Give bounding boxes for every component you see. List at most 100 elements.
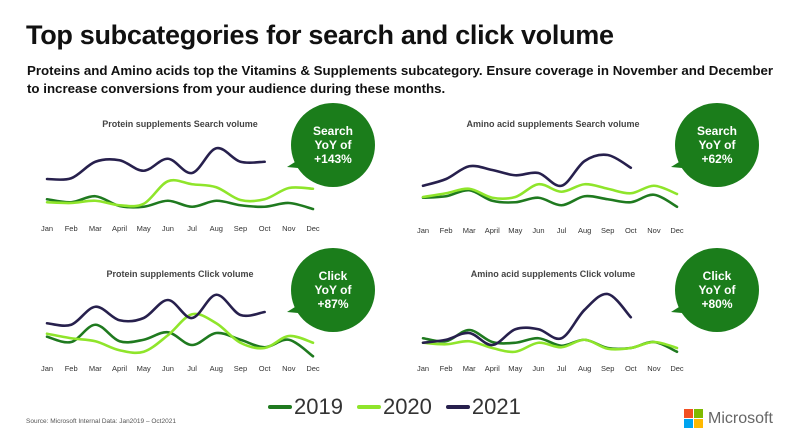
- x-tick-label: Oct: [259, 224, 272, 233]
- chart-title: Amino acid supplements Click volume: [471, 269, 636, 279]
- x-tick-label: Jan: [417, 364, 429, 373]
- x-tick-label: Sep: [234, 364, 247, 373]
- legend-label: 2020: [382, 394, 432, 419]
- x-tick-label: Sep: [601, 226, 614, 235]
- callout-text: YoY of: [699, 138, 737, 152]
- x-tick-label: Jun: [532, 226, 544, 235]
- callout-circle: [291, 103, 375, 187]
- series-line-2020: [45, 178, 315, 208]
- x-tick-label: Jul: [187, 364, 197, 373]
- x-tick-label: Jul: [557, 226, 567, 235]
- x-tick-label: Feb: [65, 364, 78, 373]
- microsoft-logo: Microsoft: [684, 409, 773, 428]
- legend-swatch-2021: [445, 405, 470, 409]
- legend-item-2021: 2021: [445, 394, 521, 420]
- x-tick-label: Sep: [601, 364, 614, 373]
- x-tick-label: Nov: [647, 364, 661, 373]
- x-tick-label: Mar: [463, 226, 476, 235]
- x-tick-label: Jun: [532, 364, 544, 373]
- x-tick-label: Jan: [41, 224, 53, 233]
- x-tick-label: Dec: [670, 226, 684, 235]
- x-tick-label: April: [112, 224, 127, 233]
- x-tick-label: April: [485, 364, 500, 373]
- x-tick-label: Dec: [670, 364, 684, 373]
- series-line-2019: [45, 194, 315, 211]
- legend-item-2020: 2020: [356, 394, 432, 420]
- callout-text: Click: [703, 269, 732, 283]
- legend-label: 2019: [294, 394, 343, 419]
- callout-text: YoY of: [315, 283, 353, 297]
- brand-name: Microsoft: [708, 409, 773, 427]
- x-tick-label: May: [137, 364, 151, 373]
- chart-title: Protein supplements Click volume: [106, 269, 253, 279]
- x-tick-label: Dec: [306, 364, 320, 373]
- x-tick-label: May: [137, 224, 151, 233]
- callout-text: YoY of: [315, 138, 353, 152]
- x-tick-label: May: [508, 226, 522, 235]
- callout-text: Search: [313, 124, 353, 138]
- callout-text: +87%: [317, 297, 348, 311]
- series-line-2020: [45, 312, 315, 355]
- legend-swatch-2019: [268, 405, 292, 409]
- x-tick-label: May: [508, 364, 522, 373]
- x-tick-label: Jul: [557, 364, 567, 373]
- x-tick-label: Jul: [187, 224, 197, 233]
- legend-item-2019: 2019: [268, 394, 343, 420]
- x-tick-label: Nov: [282, 364, 296, 373]
- series-line-2021: [45, 293, 266, 328]
- callout-text: YoY of: [699, 283, 737, 297]
- x-tick-label: Jan: [417, 226, 429, 235]
- microsoft-logo-icon: [684, 409, 703, 428]
- x-tick-label: April: [485, 226, 500, 235]
- x-tick-label: Mar: [89, 224, 102, 233]
- x-tick-label: Feb: [440, 364, 453, 373]
- x-tick-label: Jun: [162, 364, 174, 373]
- legend: 2019 2020 2021: [268, 394, 521, 420]
- x-tick-label: Mar: [463, 364, 476, 373]
- chart-3: Protein supplements Click volume Jan Feb Ma…: [41, 248, 375, 373]
- x-tick-label: Nov: [282, 224, 296, 233]
- x-tick-label: Sep: [234, 224, 247, 233]
- x-tick-label: Aug: [578, 364, 591, 373]
- callout-text: Search: [697, 124, 737, 138]
- x-tick-label: Dec: [306, 224, 320, 233]
- series-line-2020: [421, 338, 679, 354]
- chart-2: Amino acid supplements Search volume Jan F…: [417, 103, 759, 235]
- x-tick-label: Feb: [65, 224, 78, 233]
- series-line-2021: [45, 146, 266, 182]
- series-line-2020: [421, 182, 679, 201]
- x-tick-label: Oct: [625, 226, 638, 235]
- callout-text: +62%: [701, 152, 732, 166]
- x-tick-label: Oct: [259, 364, 272, 373]
- callout-text: Click: [319, 269, 348, 283]
- chart-title: Protein supplements Search volume: [102, 119, 258, 129]
- legend-swatch-2020: [356, 405, 381, 409]
- x-tick-label: Aug: [210, 364, 223, 373]
- series-line-2021: [421, 153, 633, 188]
- x-tick-label: April: [112, 364, 127, 373]
- source-note: Source: Microsoft Internal Data: Jan2019…: [26, 418, 176, 425]
- chart-4: Amino acid supplements Click volume Jan Fe…: [417, 248, 759, 373]
- chart-title: Amino acid supplements Search volume: [466, 119, 639, 129]
- page-title: Top subcategories for search and click v…: [26, 20, 614, 50]
- x-tick-label: Feb: [440, 226, 453, 235]
- callout-circle: [675, 248, 759, 332]
- series-line-2021: [421, 292, 633, 347]
- callout-circle: [291, 248, 375, 332]
- x-tick-label: Oct: [625, 364, 638, 373]
- x-tick-label: Jun: [162, 224, 174, 233]
- x-tick-label: Mar: [89, 364, 102, 373]
- chart-1: Protein supplements Search volume Jan Feb M…: [41, 103, 375, 233]
- x-tick-label: Jan: [41, 364, 53, 373]
- series-line-2019: [421, 188, 679, 209]
- page-subtitle: Proteins and Amino acids top the Vitamin…: [27, 63, 774, 96]
- legend-label: 2021: [471, 394, 521, 419]
- x-tick-label: Aug: [210, 224, 223, 233]
- x-tick-label: Aug: [578, 226, 591, 235]
- x-tick-label: Nov: [647, 226, 661, 235]
